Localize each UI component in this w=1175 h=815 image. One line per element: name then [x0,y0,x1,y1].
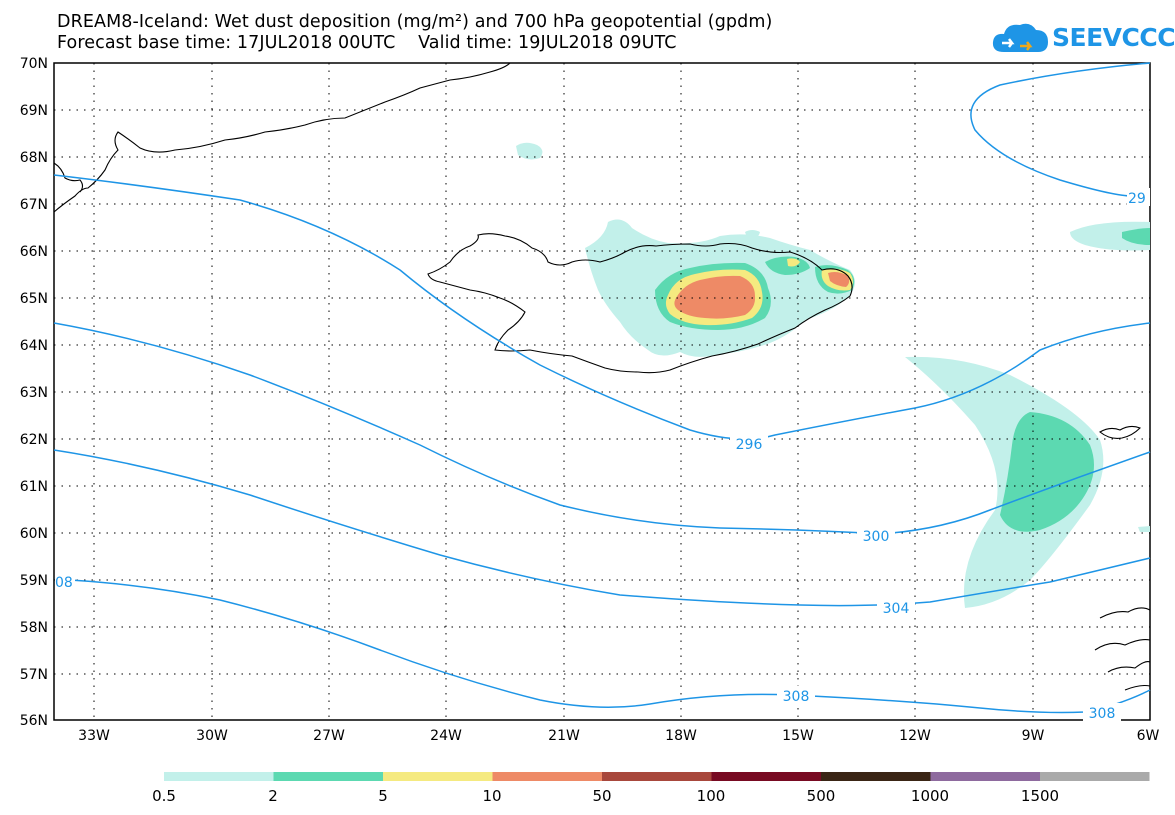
legend-label-50: 50 [592,787,611,805]
contour-labels: 296 300 304 308 308 29 08 [55,188,1150,722]
contour-label-296: 296 [736,437,763,453]
lon-label-6w: 6W [1137,728,1160,744]
dust-area-iceland-yellow-3 [787,258,800,267]
legend-label-2: 2 [268,787,278,805]
legend-swatch-9 [1040,772,1150,781]
coast-faroes [1099,425,1141,439]
lat-label-66n: 66N [20,244,48,260]
legend-swatch-3 [383,772,493,781]
contour-308 [69,579,1151,714]
contour-label-08: 08 [55,575,73,591]
contour-north-east [970,62,1151,197]
legend-label-10: 10 [482,787,501,805]
lat-label-67n: 67N [20,197,48,213]
lon-label-30w: 30W [196,728,228,744]
legend-label-1000: 1000 [911,787,949,805]
contour-label-308-east: 308 [1089,706,1116,722]
legend-swatch-4 [492,772,602,781]
coast-greenland [53,62,511,213]
dust-area-east-medium [1000,412,1094,532]
lon-label-27w: 27W [313,728,345,744]
lat-label-65n: 65N [20,291,48,307]
contour-label-29: 29 [1128,191,1146,207]
contour-label-308: 308 [783,689,810,705]
dust-area-iceland-orange [674,275,756,319]
graticule [54,63,1150,720]
coast-greenland-tip [53,162,84,193]
lon-label-9w: 9W [1022,728,1045,744]
lat-label-56n: 56N [20,713,48,729]
dust-area-ne-medium [1122,228,1150,245]
lat-label-58n: 58N [20,620,48,636]
legend-swatch-8 [930,772,1040,781]
lat-label-57n: 57N [20,667,48,683]
dust-area-ne-light [1070,221,1150,251]
lat-label-63n: 63N [20,385,48,401]
lat-label-70n: 70N [20,56,48,72]
dust-area-small-east [1138,526,1150,532]
dust-area-iceland-orange-2 [828,272,850,287]
coastlines [53,62,1151,691]
legend-label-5: 5 [378,787,388,805]
legend-label-100: 100 [697,787,726,805]
contour-296 [53,174,1151,440]
lon-label-12w: 12W [899,728,931,744]
lat-label-59n: 59N [20,573,48,589]
lon-label-21w: 21W [548,728,580,744]
lat-label-69n: 69N [20,103,48,119]
map-title-line-1: DREAM8-Iceland: Wet dust deposition (mg/… [57,12,773,32]
cloud-logo-icon [992,23,1048,52]
lat-label-60n: 60N [20,526,48,542]
map-title-line-2: Forecast base time: 17JUL2018 00UTC Vali… [57,33,677,53]
legend-swatch-2 [273,772,383,781]
coast-scotland [1094,607,1151,691]
coast-iceland [427,233,853,374]
lon-label-33w: 33W [78,728,110,744]
legend-swatch-5 [602,772,712,781]
lat-label-68n: 68N [20,150,48,166]
logo-wordmark: SEEVCCC [1052,23,1175,52]
legend-swatch-6 [711,772,821,781]
legend-label-1500: 1500 [1021,787,1059,805]
contour-label-300: 300 [863,529,890,545]
lat-label-61n: 61N [20,479,48,495]
geopotential-contours [53,62,1151,714]
lat-label-64n: 64N [20,338,48,354]
lon-label-24w: 24W [430,728,462,744]
lat-label-62n: 62N [20,432,48,448]
legend-swatch-7 [821,772,931,781]
lon-label-15w: 15W [782,728,814,744]
contour-304 [53,449,1151,607]
dust-area-small-north [516,142,543,160]
contour-300 [53,322,1151,535]
contour-label-304: 304 [883,601,910,617]
dust-area-iceland-light-2 [745,230,760,240]
legend-swatch-1 [164,772,274,781]
lon-label-18w: 18W [665,728,697,744]
dust-shading [516,142,1150,608]
legend-label-0-5: 0.5 [152,787,176,805]
latitude-labels: 70N 69N 68N 67N 66N 65N 64N 63N 62N 61N … [20,56,48,729]
legend-label-500: 500 [807,787,836,805]
longitude-labels: 33W 30W 27W 24W 21W 18W 15W 12W 9W 6W [78,728,1159,744]
color-legend: 0.5 2 5 10 50 100 500 1000 1500 [152,772,1150,805]
